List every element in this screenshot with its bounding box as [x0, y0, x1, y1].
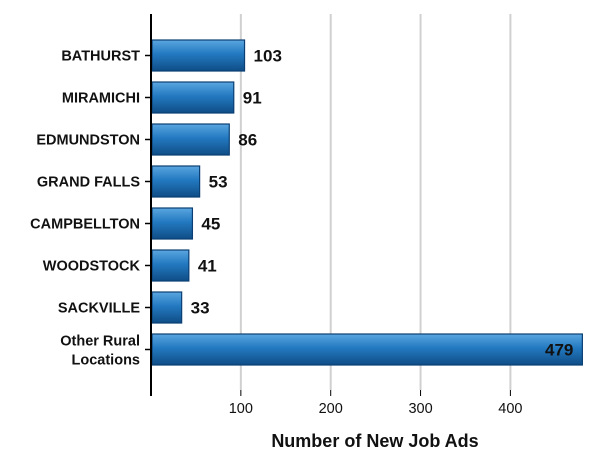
- labels: 100 200 300 400 103 BATHURST 91 MIRAMICHI 86 EDMU…: [30, 47, 573, 418]
- x-tick-label-200: 200: [319, 401, 343, 417]
- bars: [151, 39, 583, 366]
- axes: [145, 14, 511, 396]
- x-tick-label-300: 300: [408, 401, 432, 417]
- category-label-2: EDMUNDSTON: [36, 133, 140, 149]
- category-label-5: WOODSTOCK: [43, 259, 141, 275]
- bar-1: [151, 81, 235, 114]
- value-label-4: 45: [201, 215, 220, 234]
- category-label-7-line-0: Other Rural: [60, 334, 140, 350]
- category-label-0: BATHURST: [61, 49, 140, 65]
- bar-2: [151, 123, 230, 156]
- value-label-7: 479: [545, 341, 573, 360]
- category-label-3: GRAND FALLS: [37, 175, 140, 191]
- category-label-4: CAMPBELLTON: [30, 217, 140, 233]
- category-label-6: SACKVILLE: [58, 301, 141, 317]
- bar-3: [151, 165, 201, 198]
- x-tick-label-400: 400: [498, 401, 522, 417]
- value-label-2: 86: [238, 131, 257, 150]
- category-label-7-line-1: Locations: [72, 353, 140, 369]
- value-label-3: 53: [209, 173, 228, 192]
- bar-4: [151, 207, 194, 240]
- value-label-6: 33: [191, 299, 210, 318]
- grid-lines: [239, 14, 512, 390]
- bar-7: [151, 333, 583, 366]
- value-label-0: 103: [254, 47, 282, 66]
- value-label-1: 91: [243, 89, 262, 108]
- value-label-5: 41: [198, 257, 217, 276]
- bar-0: [151, 39, 246, 72]
- bar-6: [151, 291, 183, 324]
- x-tick-label-100: 100: [229, 401, 253, 417]
- x-axis-title: Number of New Job Ads: [271, 431, 478, 451]
- bar-5: [151, 249, 190, 282]
- category-label-1: MIRAMICHI: [62, 91, 140, 107]
